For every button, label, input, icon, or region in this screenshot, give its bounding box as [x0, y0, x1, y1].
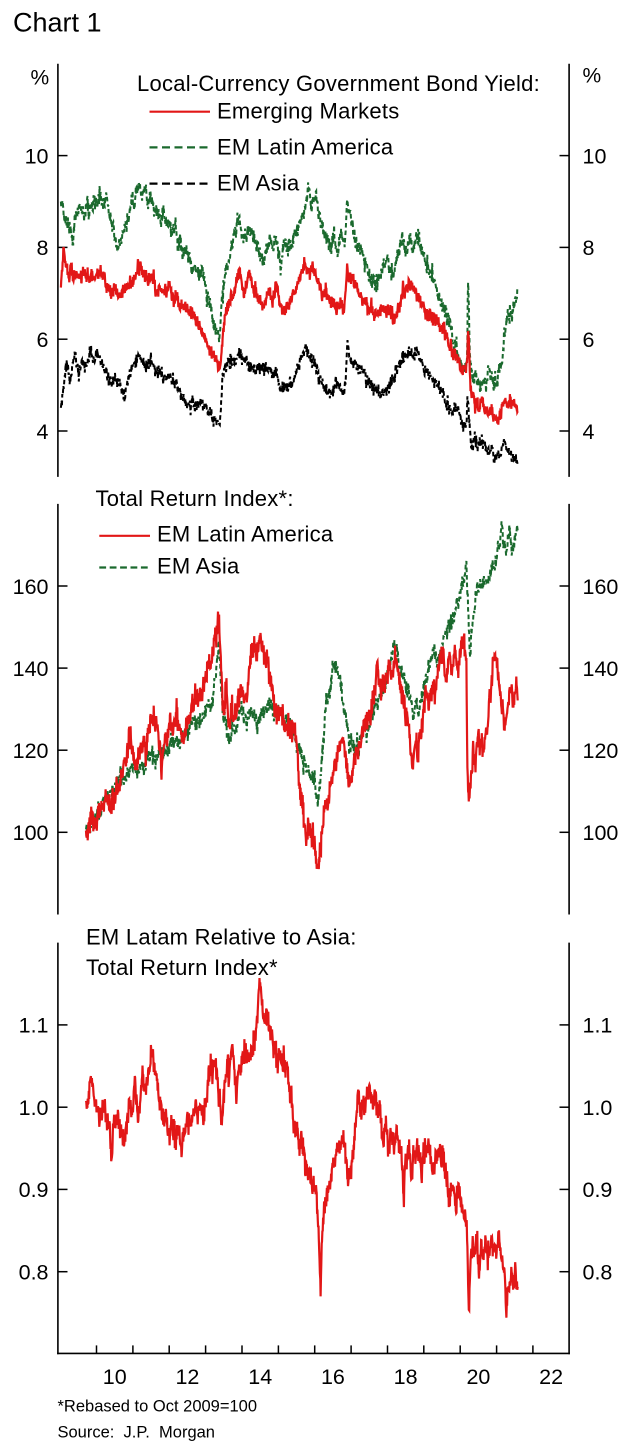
svg-text:0.9: 0.9: [19, 1178, 49, 1202]
svg-text:0.9: 0.9: [583, 1178, 613, 1202]
svg-text:1.1: 1.1: [19, 1014, 49, 1038]
svg-text:120: 120: [13, 739, 49, 763]
svg-text:140: 140: [583, 657, 619, 681]
svg-text:EM Latin America: EM Latin America: [157, 522, 334, 547]
svg-text:6: 6: [583, 328, 595, 352]
svg-text:1.1: 1.1: [583, 1014, 613, 1038]
svg-text:Local-Currency Government Bond: Local-Currency Government Bond Yield:: [137, 71, 540, 96]
svg-text:Chart 1: Chart 1: [13, 8, 102, 38]
svg-text:10: 10: [583, 144, 607, 168]
svg-text:Total Return Index*:: Total Return Index*:: [96, 486, 294, 511]
svg-text:1.0: 1.0: [19, 1096, 49, 1120]
svg-text:EM Asia: EM Asia: [157, 554, 240, 579]
svg-text:18: 18: [394, 1365, 418, 1389]
svg-text:160: 160: [13, 575, 49, 599]
svg-text:1.0: 1.0: [583, 1096, 613, 1120]
svg-text:6: 6: [37, 328, 49, 352]
svg-text:16: 16: [321, 1365, 345, 1389]
svg-text:12: 12: [175, 1365, 199, 1389]
svg-text:22: 22: [539, 1365, 563, 1389]
svg-text:Total Return Index*: Total Return Index*: [86, 955, 278, 980]
svg-text:10: 10: [103, 1365, 127, 1389]
svg-text:4: 4: [37, 420, 49, 444]
svg-text:EM Latin America: EM Latin America: [217, 135, 394, 160]
svg-text:10: 10: [25, 144, 49, 168]
svg-text:8: 8: [583, 236, 595, 260]
svg-text:4: 4: [583, 420, 595, 444]
svg-text:%: %: [31, 67, 50, 90]
svg-text:14: 14: [248, 1365, 272, 1389]
svg-text:0.8: 0.8: [19, 1261, 49, 1285]
svg-text:EM Latam Relative to Asia:: EM Latam Relative to Asia:: [86, 925, 357, 950]
svg-text:8: 8: [37, 236, 49, 260]
svg-text:120: 120: [583, 739, 619, 763]
svg-text:160: 160: [583, 575, 619, 599]
svg-text:%: %: [583, 65, 602, 88]
svg-text:Source: J.P. Morgan: Source: J.P. Morgan: [58, 1424, 215, 1442]
svg-text:0.8: 0.8: [583, 1261, 613, 1285]
svg-text:20: 20: [466, 1365, 490, 1389]
svg-text:EM Asia: EM Asia: [217, 171, 300, 196]
svg-text:100: 100: [13, 821, 49, 845]
svg-text:Emerging Markets: Emerging Markets: [217, 99, 400, 124]
svg-text:*Rebased to Oct 2009=100: *Rebased to Oct 2009=100: [58, 1398, 258, 1416]
svg-text:140: 140: [13, 657, 49, 681]
svg-text:100: 100: [583, 821, 619, 845]
